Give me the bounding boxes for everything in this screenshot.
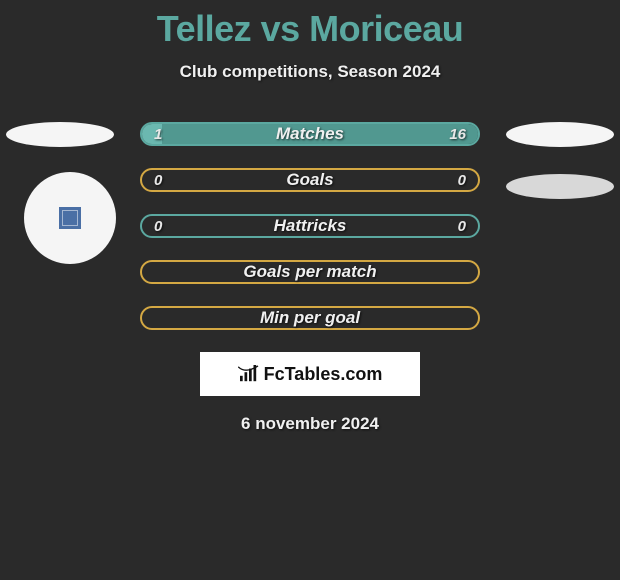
stat-left-value: 0 (154, 218, 162, 235)
stat-label: Goals per match (243, 262, 376, 282)
stat-right-value: 16 (449, 126, 466, 143)
decor-ellipse-top-left (6, 122, 114, 147)
stat-left-value: 1 (154, 126, 162, 143)
stat-bar: 0 0 Goals (140, 168, 480, 192)
date-text: 6 november 2024 (0, 414, 620, 434)
stat-label: Min per goal (260, 308, 360, 328)
decor-circle-left (24, 172, 116, 264)
stat-bar: 0 0 Hattricks (140, 214, 480, 238)
stat-left-value: 0 (154, 172, 162, 189)
stat-bar: Goals per match (140, 260, 480, 284)
stat-label: Hattricks (274, 216, 347, 236)
stat-label: Goals (286, 170, 333, 190)
attribution-box: FcTables.com (200, 352, 420, 396)
attribution-text: FcTables.com (264, 364, 383, 385)
attribution-inner: FcTables.com (238, 364, 383, 385)
stat-right-value: 0 (458, 218, 466, 235)
decor-ellipse-top-right (506, 122, 614, 147)
page-title: Tellez vs Moriceau (0, 0, 620, 50)
shield-icon (59, 207, 81, 229)
stat-right-value: 0 (458, 172, 466, 189)
stat-bar: 1 16 Matches (140, 122, 480, 146)
content-area: 1 16 Matches 0 0 Goals 0 0 Hattricks Goals per ma… (0, 122, 620, 434)
subtitle: Club competitions, Season 2024 (0, 62, 620, 82)
bars-chart-icon (238, 365, 260, 383)
stats-bars: 1 16 Matches 0 0 Goals 0 0 Hattricks Goals per ma… (140, 122, 480, 330)
stat-label: Matches (276, 124, 344, 144)
decor-ellipse-right-2 (506, 174, 614, 199)
stat-bar: Min per goal (140, 306, 480, 330)
